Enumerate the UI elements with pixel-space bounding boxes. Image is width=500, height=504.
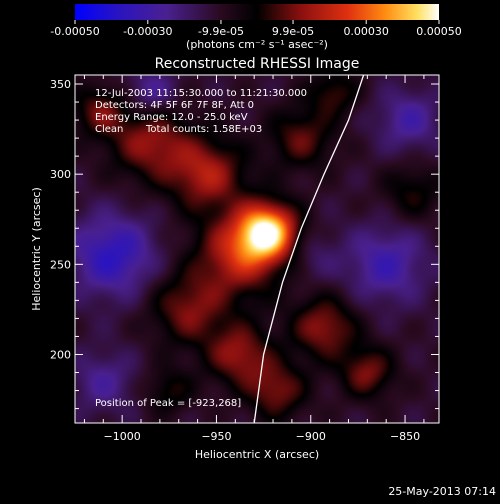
colorbar-tick-label: -9.9e-05 [198,25,244,38]
energy-range-text: Energy Range: 12.0 - 25.0 keV [95,112,248,123]
colorbar-ticks: -0.00050 -0.00030 -9.9e-05 9.9e-05 0.00030 0.… [50,20,462,38]
axis-ticks: −1000 −950 −900 −850 200 250 300 350 [50,75,439,443]
plot-frame [74,74,440,424]
y-tick-label: 200 [50,348,71,361]
chart-title: Reconstructed RHESSI Image [155,56,360,72]
y-tick-label: 300 [50,168,71,181]
detectors-text: Detectors: 4F 5F 6F 7F 8F, Att 0 [95,100,254,111]
algorithm-text: Clean [95,124,123,135]
heatmap-image [75,75,439,423]
colorbar-gradient [75,4,439,20]
colorbar-tick-label: 0.00050 [416,25,462,38]
x-tick-label: −850 [390,430,420,443]
peak-position-text: Position of Peak = [-923,268] [95,398,241,409]
y-axis-title: Heliocentric Y (arcsec) [30,187,43,311]
colorbar-tick-label: 0.00030 [343,25,389,38]
colorbar: -0.00050 -0.00030 -9.9e-05 9.9e-05 0.00030 0.… [50,4,462,51]
colorbar-tick-label: 9.9e-05 [272,25,314,38]
total-counts-text: Total counts: 1.58E+03 [145,124,262,135]
y-tick-label: 350 [50,78,71,91]
footer-date: 25-May-2013 07:14 [388,485,496,498]
y-tick-label: 250 [50,258,71,271]
time-range-text: 12-Jul-2003 11:15:30.000 to 11:21:30.000 [95,88,307,99]
x-tick-label: −900 [296,430,326,443]
x-axis-title: Heliocentric X (arcsec) [195,448,319,461]
colorbar-tick-label: -0.00050 [50,25,99,38]
x-tick-label: −1000 [104,430,141,443]
colorbar-tick-label: -0.00030 [123,25,172,38]
info-block: 12-Jul-2003 11:15:30.000 to 11:21:30.000… [95,88,307,409]
solar-limb-line [253,75,365,423]
colorbar-units: (photons cm⁻² s⁻¹ asec⁻²) [186,38,328,51]
x-tick-label: −950 [201,430,231,443]
plot-area: −1000 −950 −900 −850 200 250 300 350 [50,74,440,443]
